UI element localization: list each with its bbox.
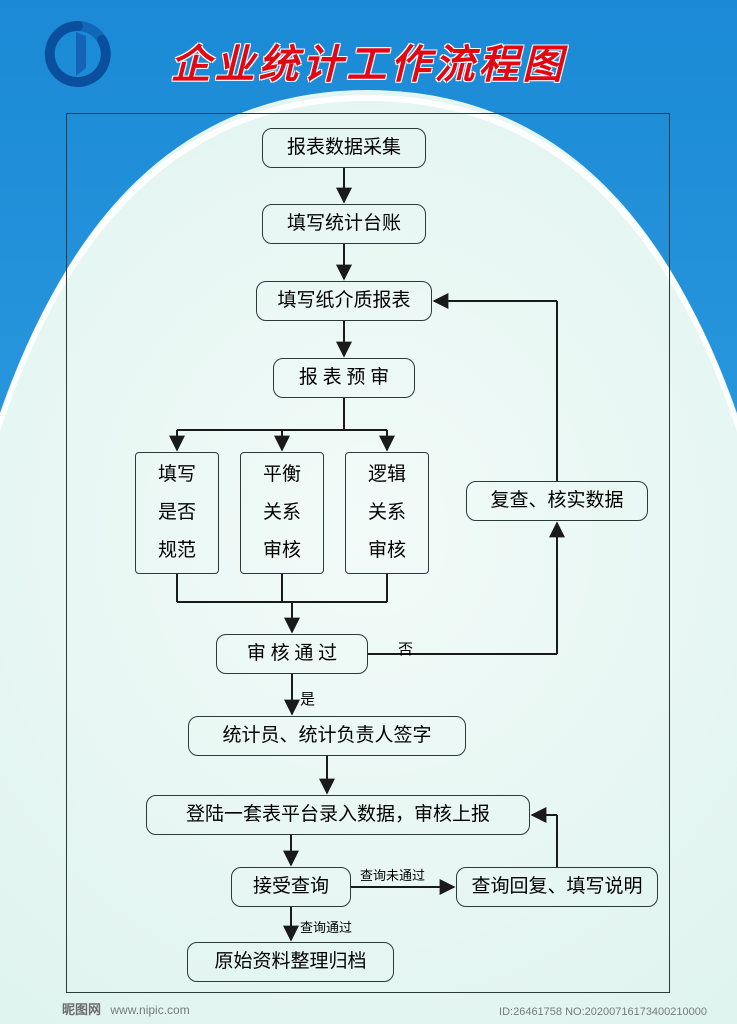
node-preaudit: 报 表 预 审 — [273, 358, 415, 398]
node-review: 复查、核实数据 — [466, 481, 648, 521]
node-collect: 报表数据采集 — [262, 128, 426, 168]
text: 规范 — [158, 532, 196, 570]
watermark: 昵图网 www.nipic.com — [62, 999, 190, 1018]
text: 关系 — [263, 494, 301, 532]
node-reply: 查询回复、填写说明 — [456, 867, 658, 907]
image-id: ID:26461758 NO:20200716173400210000 — [499, 1006, 707, 1018]
node-query: 接受查询 — [231, 867, 351, 907]
text: 填写 — [158, 456, 196, 494]
node-sign: 统计员、统计负责人签字 — [188, 716, 466, 756]
page: 企业统计工作流程图 — [0, 0, 737, 1024]
label-yes: 是 — [300, 688, 315, 709]
label-query-fail: 查询未通过 — [360, 865, 425, 884]
node-submit: 登陆一套表平台录入数据，审核上报 — [146, 795, 530, 835]
label-query-pass: 查询通过 — [300, 917, 352, 936]
text: 审核 — [368, 532, 406, 570]
node-ledger: 填写统计台账 — [262, 204, 426, 244]
text: 平衡 — [263, 456, 301, 494]
label-no: 否 — [398, 638, 413, 659]
text: 是否 — [158, 494, 196, 532]
text: 关系 — [368, 494, 406, 532]
node-check-balance: 平衡 关系 审核 — [240, 452, 324, 574]
node-pass: 审 核 通 过 — [216, 634, 368, 674]
watermark-url: www.nipic.com — [110, 1003, 189, 1017]
text: 审核 — [263, 532, 301, 570]
node-paper-form: 填写纸介质报表 — [256, 281, 432, 321]
node-check-format: 填写 是否 规范 — [135, 452, 219, 574]
node-archive: 原始资料整理归档 — [187, 942, 394, 982]
watermark-brand: 昵图网 — [62, 1002, 101, 1017]
node-check-logic: 逻辑 关系 审核 — [345, 452, 429, 574]
text: 逻辑 — [368, 456, 406, 494]
